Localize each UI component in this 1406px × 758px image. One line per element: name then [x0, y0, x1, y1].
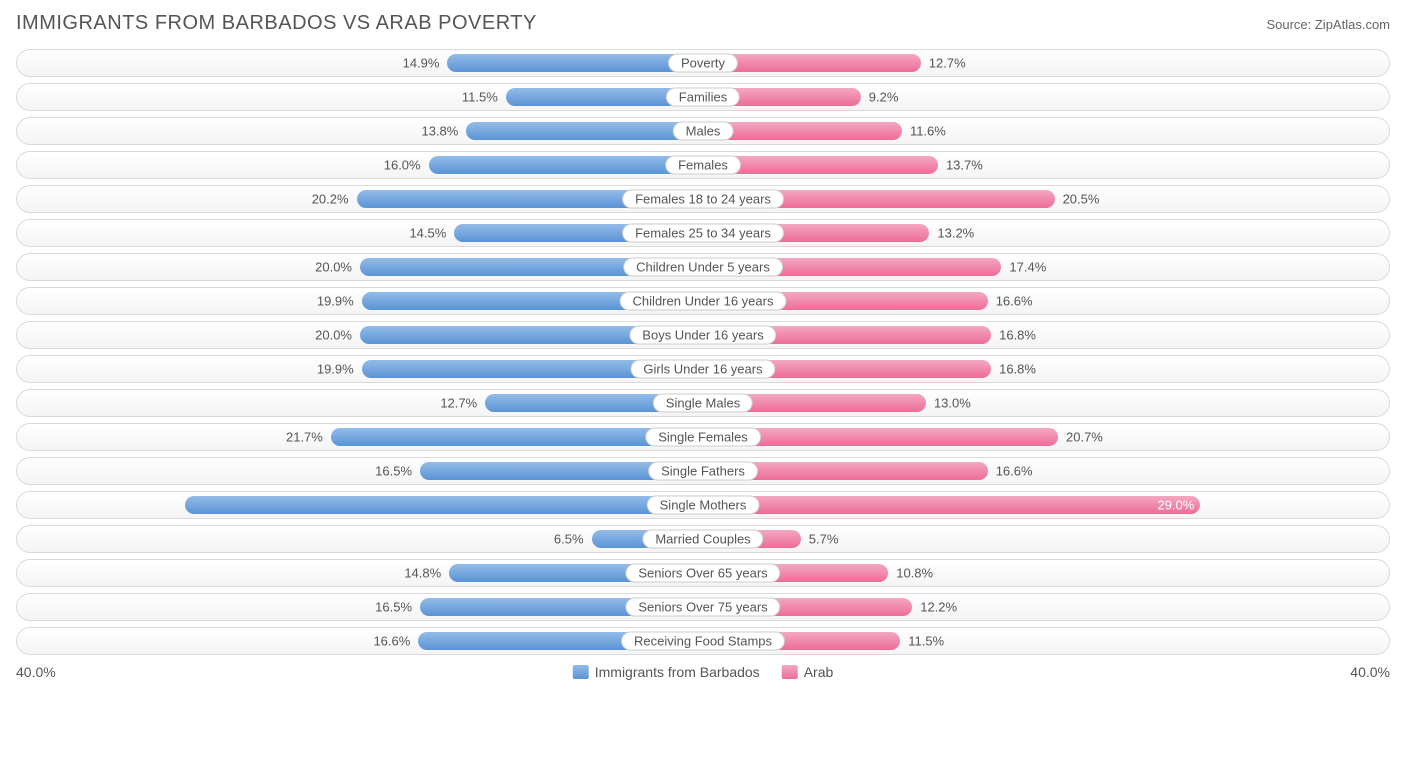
value-right: 10.8%	[896, 566, 933, 581]
value-right: 13.0%	[934, 396, 971, 411]
value-right: 11.6%	[910, 124, 946, 139]
chart-row: 30.2% 29.0% Single Mothers	[16, 491, 1390, 519]
value-left: 14.9%	[403, 56, 440, 71]
value-right: 16.8%	[999, 362, 1036, 377]
bar-left	[429, 156, 703, 174]
bar-left	[447, 54, 703, 72]
value-left: 6.5%	[554, 532, 584, 547]
category-label: Poverty	[668, 54, 738, 73]
value-right: 13.7%	[946, 158, 983, 173]
diverging-bar-chart: 14.9%12.7%Poverty11.5%9.2%Families13.8%1…	[16, 49, 1390, 655]
value-right: 16.8%	[999, 328, 1036, 343]
category-label: Males	[673, 122, 734, 141]
bar-right: 29.0%	[703, 496, 1200, 514]
category-label: Seniors Over 75 years	[625, 598, 780, 617]
category-label: Single Fathers	[648, 462, 758, 481]
value-left: 16.0%	[384, 158, 421, 173]
value-left: 21.7%	[286, 430, 323, 445]
axis-max-right: 40.0%	[1350, 664, 1390, 680]
value-right: 11.5%	[908, 634, 944, 649]
value-right: 20.7%	[1066, 430, 1103, 445]
value-left: 20.0%	[315, 328, 352, 343]
category-label: Single Mothers	[647, 496, 760, 515]
chart-row: 16.0% 13.7% Females	[16, 151, 1390, 179]
value-left: 20.0%	[315, 260, 352, 275]
chart-row: 20.0% 17.4% Children Under 5 years	[16, 253, 1390, 281]
chart-row: 11.5% 9.2% Families	[16, 83, 1390, 111]
value-left: 20.2%	[312, 192, 349, 207]
value-left: 13.8%	[421, 124, 458, 139]
category-label: Seniors Over 65 years	[625, 564, 780, 583]
value-right: 17.4%	[1009, 260, 1046, 275]
header: IMMIGRANTS FROM BARBADOS VS ARAB POVERTY…	[16, 12, 1390, 35]
category-label: Married Couples	[642, 530, 763, 549]
value-right: 13.2%	[937, 226, 974, 241]
chart-row: 16.5% 16.6% Single Fathers	[16, 457, 1390, 485]
category-label: Boys Under 16 years	[629, 326, 776, 345]
value-left: 14.8%	[404, 566, 441, 581]
bar-left: 30.2%	[185, 496, 703, 514]
legend-item-arab: Arab	[782, 664, 834, 680]
category-label: Females 25 to 34 years	[622, 224, 784, 243]
value-right: 5.7%	[809, 532, 839, 547]
legend-label-arab: Arab	[804, 664, 834, 680]
value-right: 16.6%	[996, 464, 1033, 479]
chart-row: 14.9% 12.7% Poverty	[16, 49, 1390, 77]
value-left: 16.5%	[375, 600, 412, 615]
chart-row: 19.9% 16.8% Girls Under 16 years	[16, 355, 1390, 383]
bar-left	[466, 122, 703, 140]
chart-row: 14.8% 10.8% Seniors Over 65 years	[16, 559, 1390, 587]
legend-swatch-arab	[782, 665, 798, 679]
chart-row: 14.5% 13.2% Females 25 to 34 years	[16, 219, 1390, 247]
chart-row: 20.0% 16.8% Boys Under 16 years	[16, 321, 1390, 349]
category-label: Receiving Food Stamps	[621, 632, 785, 651]
value-left: 11.5%	[462, 90, 498, 105]
chart-row: 20.2% 20.5% Females 18 to 24 years	[16, 185, 1390, 213]
axis-max-left: 40.0%	[16, 664, 56, 680]
legend-item-barbados: Immigrants from Barbados	[573, 664, 760, 680]
value-left: 16.6%	[373, 634, 410, 649]
category-label: Children Under 5 years	[623, 258, 783, 277]
value-right: 16.6%	[996, 294, 1033, 309]
chart-row: 16.6% 11.5% Receiving Food Stamps	[16, 627, 1390, 655]
source-label: Source: ZipAtlas.com	[1266, 17, 1390, 32]
value-left: 19.9%	[317, 362, 354, 377]
value-right: 12.2%	[920, 600, 957, 615]
chart-row: 13.8% 11.6% Males	[16, 117, 1390, 145]
category-label: Single Females	[645, 428, 761, 447]
legend: Immigrants from Barbados Arab	[573, 664, 834, 680]
category-label: Children Under 16 years	[620, 292, 787, 311]
category-label: Females 18 to 24 years	[622, 190, 784, 209]
category-label: Females	[665, 156, 741, 175]
legend-label-barbados: Immigrants from Barbados	[595, 664, 760, 680]
value-right: 20.5%	[1063, 192, 1100, 207]
value-left: 19.9%	[317, 294, 354, 309]
legend-swatch-barbados	[573, 665, 589, 679]
chart-title: IMMIGRANTS FROM BARBADOS VS ARAB POVERTY	[16, 12, 537, 35]
category-label: Single Males	[653, 394, 753, 413]
chart-row: 19.9% 16.6% Children Under 16 years	[16, 287, 1390, 315]
value-left: 12.7%	[440, 396, 477, 411]
chart-row: 6.5% 5.7% Married Couples	[16, 525, 1390, 553]
value-left: 16.5%	[375, 464, 412, 479]
chart-row: 12.7% 13.0% Single Males	[16, 389, 1390, 417]
category-label: Girls Under 16 years	[630, 360, 775, 379]
value-left: 14.5%	[409, 226, 446, 241]
chart-row: 16.5% 12.2% Seniors Over 75 years	[16, 593, 1390, 621]
value-right: 29.0%	[1157, 498, 1194, 513]
chart-footer: 40.0% Immigrants from Barbados Arab 40.0…	[16, 661, 1390, 683]
chart-row: 21.7% 20.7% Single Females	[16, 423, 1390, 451]
value-right: 12.7%	[929, 56, 966, 71]
value-right: 9.2%	[869, 90, 899, 105]
category-label: Families	[666, 88, 740, 107]
